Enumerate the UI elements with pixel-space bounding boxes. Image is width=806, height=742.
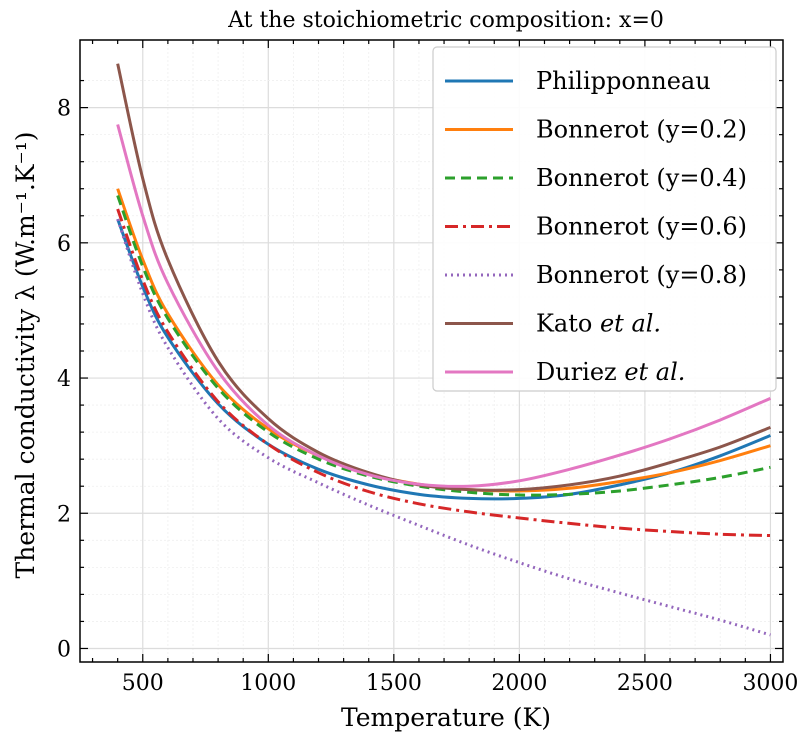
y-tick-label: 8 [57, 97, 71, 122]
legend-label: Kato et al. [536, 310, 661, 338]
legend-label: Bonnerot (y=0.8) [536, 261, 747, 289]
series-line-duriez-et-al [116, 124, 772, 488]
legend-label-text: Bonnerot (y=0.6) [536, 213, 747, 241]
y-tick-label: 0 [57, 637, 71, 662]
legend-label: Bonnerot (y=0.4) [536, 164, 747, 192]
x-tick-label: 1000 [240, 671, 296, 696]
x-tick-label: 1500 [366, 671, 422, 696]
tick-labels: 500 1000 1500 2000 2500 3000 0 2 4 6 8 [57, 97, 798, 696]
x-tick-label: 2500 [617, 671, 673, 696]
series-line-bonnerot-y-0-6 [116, 208, 771, 538]
y-tick-label: 6 [57, 232, 71, 257]
y-tick-label: 4 [57, 367, 71, 392]
x-tick-label: 3000 [742, 671, 798, 696]
legend-box [432, 46, 777, 392]
legend-label: Duriez et al. [536, 358, 685, 386]
legend-label-text: Bonnerot (y=0.8) [536, 261, 747, 289]
legend-label-text: Philipponneau [536, 67, 711, 95]
y-axis-label: Thermal conductivity λ (W.m⁻¹.K⁻¹) [11, 132, 40, 579]
legend-label: Bonnerot (y=0.2) [536, 116, 747, 144]
chart-title: At the stoichiometric composition: x=0 [227, 8, 664, 33]
legend: Philipponneau Bonnerot (y=0.2) Bonnerot (y… [432, 46, 777, 392]
legend-label: Bonnerot (y=0.6) [536, 213, 747, 241]
x-tick-label: 500 [122, 671, 164, 696]
legend-label-text: Duriez [536, 358, 624, 386]
series-lines [116, 63, 772, 637]
legend-label-text: Bonnerot (y=0.2) [536, 116, 747, 144]
legend-label-italic: et al. [600, 310, 661, 338]
legend-label: Philipponneau [536, 67, 711, 95]
x-axis-label: Temperature (K) [341, 703, 551, 732]
y-tick-label: 2 [57, 502, 71, 527]
legend-label-italic: et al. [624, 358, 685, 386]
x-tick-label: 2000 [491, 671, 547, 696]
axis-ticks [80, 40, 783, 662]
legend-label-text: Bonnerot (y=0.4) [536, 164, 747, 192]
legend-label-text: Kato [536, 310, 600, 338]
